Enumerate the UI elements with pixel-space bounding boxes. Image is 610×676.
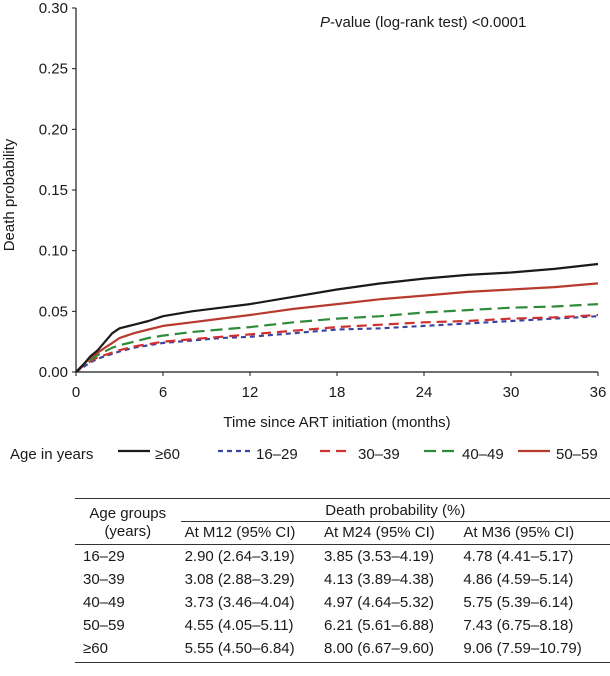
header-m36: At M36 (95% CI) [463, 524, 575, 541]
x-tick-label: 0 [72, 384, 80, 401]
table-body: 16–29 2.90 (2.64–3.19) 3.85 (3.53–4.19) 4.7… [75, 545, 610, 663]
row-group: 30–39 [83, 571, 125, 588]
legend-swatch-16-29 [218, 449, 250, 453]
ticks: 0.00 0.05 0.10 0.15 0.20 0.25 0.30 0 6 12 18 24 30 36 [39, 0, 607, 401]
cell-m12: 3.73 (3.46–4.04) [184, 594, 295, 611]
table-row: 30–39 3.08 (2.88–3.29) 4.13 (3.89–4.38) 4.8… [75, 568, 610, 591]
x-tick-label: 24 [416, 384, 433, 401]
x-axis-label: Time since ART initiation (months) [223, 414, 450, 431]
legend-title: Age in years [10, 446, 94, 463]
x-tick-label: 18 [329, 384, 346, 401]
death-probability-table: Age groups (years) Death probability (%)… [75, 498, 610, 663]
x-tick-label: 30 [503, 384, 520, 401]
legend-label-50-59: 50–59 [556, 446, 598, 463]
cell-m12: 2.90 (2.64–3.19) [184, 548, 295, 565]
table-row: 40–49 3.73 (3.46–4.04) 4.97 (4.64–5.32) 5.7… [75, 591, 610, 614]
legend-label-40-49: 40–49 [462, 446, 504, 463]
series-60 [75, 262, 599, 373]
y-tick-label: 0.00 [39, 364, 68, 381]
table-row: 50–59 4.55 (4.05–5.11) 6.21 (5.61–6.88) 7.4… [75, 614, 610, 637]
y-tick-label: 0.10 [39, 243, 68, 260]
row-group: 50–59 [83, 617, 125, 634]
legend-label-16-29: 16–29 [256, 446, 298, 463]
header-age-groups-line1: Age groups [89, 504, 167, 522]
cell-m24: 4.13 (3.89–4.38) [323, 571, 435, 588]
row-group: 40–49 [83, 594, 125, 611]
x-tick-label: 36 [590, 384, 607, 401]
header-age-groups-line2: (years) [104, 522, 152, 540]
cell-m24: 4.97 (4.64–5.32) [323, 594, 435, 611]
series-30-39 [75, 313, 599, 373]
cell-m36: 4.78 (4.41–5.17) [463, 548, 574, 565]
survival-chart: 0.00 0.05 0.10 0.15 0.20 0.25 0.30 0 6 12 18 24 30 36… [1, 0, 607, 431]
legend-label-60: ≥60 [155, 446, 180, 463]
header-m12: At M12 (95% CI) [184, 524, 296, 541]
legend-swatch-30-39 [320, 449, 352, 453]
pvalue-annotation: P-value (log-rank test) <0.0001 [320, 14, 526, 31]
cell-m36: 5.75 (5.39–6.14) [463, 594, 574, 611]
legend-swatch-50-59 [518, 449, 550, 453]
legend-swatch-40-49 [424, 449, 456, 453]
series-50-59 [75, 282, 599, 373]
cell-m36: 4.86 (4.59–5.14) [463, 571, 574, 588]
x-tick-label: 6 [159, 384, 167, 401]
y-tick-label: 0.05 [39, 303, 68, 320]
y-tick-label: 0.20 [39, 121, 68, 138]
row-group: 16–29 [83, 548, 125, 565]
cell-m24: 3.85 (3.53–4.19) [323, 548, 435, 565]
y-axis-label: Death probability [1, 138, 18, 251]
series-40-49 [75, 303, 599, 373]
table-row: ≥60 5.55 (4.50–6.84) 8.00 (6.67–9.60) 9.06 … [75, 637, 610, 663]
cell-m24: 8.00 (6.67–9.60) [323, 640, 435, 657]
cell-m36: 7.43 (6.75–8.18) [463, 617, 574, 634]
series-16-29 [75, 315, 599, 373]
cell-m36: 9.06 (7.59–10.79) [463, 640, 582, 657]
cell-m12: 4.55 (4.05–5.11) [184, 617, 294, 634]
legend-swatch-60 [118, 449, 150, 453]
y-tick-label: 0.15 [39, 182, 68, 199]
legend-label-30-39: 30–39 [358, 446, 400, 463]
cell-m12: 3.08 (2.88–3.29) [184, 571, 295, 588]
table-row: 16–29 2.90 (2.64–3.19) 3.85 (3.53–4.19) 4.7… [75, 545, 610, 569]
header-age-groups: Age groups (years) [75, 499, 181, 545]
legend: Age in years ≥60 16–29 30–39 40–49 50–59 [0, 440, 610, 470]
row-group: ≥60 [83, 640, 108, 657]
series-lines [75, 262, 599, 373]
pvalue-italic: P [320, 14, 330, 31]
pvalue-rest: -value (log-rank test) <0.0001 [330, 14, 526, 31]
header-death-probability: Death probability (%) [180, 498, 610, 522]
header-m24: At M24 (95% CI) [323, 524, 435, 541]
cell-m12: 5.55 (4.50–6.84) [184, 640, 295, 657]
y-tick-label: 0.25 [39, 61, 68, 78]
y-tick-label: 0.30 [39, 0, 68, 17]
cell-m24: 6.21 (5.61–6.88) [323, 617, 435, 634]
x-tick-label: 12 [242, 384, 259, 401]
